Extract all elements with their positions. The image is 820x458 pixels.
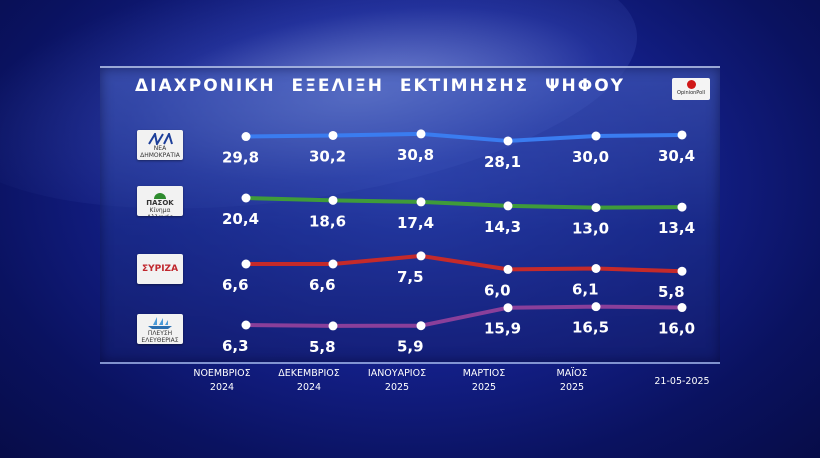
data-label-2-2: 7,5 [397, 268, 424, 286]
x-tick-label-1-1: 2024 [297, 382, 321, 393]
data-point-0-5 [677, 130, 687, 140]
data-point-0-2 [416, 129, 426, 139]
x-tick-label-4-0: ΜΑΪΟΣ [557, 368, 588, 379]
plefsi-logo-subtitle: ΠΛΕΥΣΗ ΕΛΕΥΘΕΡΙΑΣ [141, 330, 179, 344]
x-tick-label-5-0: 21-05-2025 [654, 376, 709, 387]
data-point-1-2 [416, 197, 426, 207]
data-label-3-3: 15,9 [484, 320, 521, 338]
data-label-0-0: 29,8 [222, 149, 259, 167]
data-point-3-4 [591, 302, 601, 312]
x-tick-label-3-1: 2025 [472, 382, 496, 393]
x-tick-label-3-0: ΜΑΡΤΙΟΣ [463, 368, 506, 379]
data-label-3-4: 16,5 [572, 319, 609, 337]
opinionpoll-logo-text: OpinionPoll [677, 90, 705, 96]
data-label-0-5: 30,4 [658, 147, 695, 165]
data-point-0-4 [591, 131, 601, 141]
series-line-3 [245, 304, 683, 328]
x-tick-label-0-0: ΝΟΕΜΒΡΙΟΣ [193, 368, 250, 379]
data-point-3-0 [241, 320, 251, 330]
data-label-3-2: 5,9 [397, 338, 424, 356]
x-tick-label-2-1: 2025 [385, 382, 409, 393]
nd-logo-subtitle: ΝΕΑ ΔΗΜΟΚΡΑΤΙΑ [140, 145, 180, 159]
syriza-logo-name: ΣΥΡΙΖΑ [141, 264, 179, 274]
data-label-3-0: 6,3 [222, 337, 249, 355]
data-label-3-5: 16,0 [658, 320, 695, 338]
data-label-2-0: 6,6 [222, 276, 249, 294]
data-label-0-4: 30,0 [572, 148, 609, 166]
chart-panel: ΔΙΑΧΡΟΝΙΚΗ ΕΞΕΛΙΞΗ ΕΚΤΙΜΗΣΗΣ ΨΗΦΟΥ Opini… [100, 66, 720, 364]
data-point-0-0 [241, 132, 251, 142]
data-label-2-4: 6,1 [572, 281, 599, 299]
data-label-0-3: 28,1 [484, 153, 521, 171]
data-point-0-1 [328, 130, 338, 140]
data-point-2-5 [677, 266, 687, 276]
data-point-1-4 [591, 203, 601, 213]
data-point-2-0 [241, 259, 251, 269]
data-point-3-1 [328, 321, 338, 331]
opinionpoll-logo: OpinionPoll [672, 78, 710, 100]
series-line-0 [245, 131, 683, 143]
chart-title: ΔΙΑΧΡΟΝΙΚΗ ΕΞΕΛΙΞΗ ΕΚΤΙΜΗΣΗΣ ΨΗΦΟΥ [135, 76, 625, 96]
data-label-3-1: 5,8 [309, 338, 336, 356]
data-point-3-3 [503, 303, 513, 313]
data-point-1-3 [503, 201, 513, 211]
nd-emblem-icon [148, 133, 173, 145]
data-label-1-1: 18,6 [309, 212, 346, 230]
x-tick-label-4-1: 2025 [560, 382, 584, 393]
data-point-3-2 [416, 321, 426, 331]
series-line-2 [246, 253, 683, 274]
data-point-0-3 [503, 136, 513, 146]
data-label-2-1: 6,6 [309, 276, 336, 294]
pasok-sun-icon [154, 193, 166, 199]
data-label-1-5: 13,4 [658, 219, 695, 237]
x-tick-label-0-1: 2024 [210, 382, 234, 393]
data-label-1-3: 14,3 [484, 218, 521, 236]
pasok-logo: ΠΑΣΟΚ Κίνημα Αλλαγής [137, 186, 183, 216]
data-point-1-5 [677, 202, 687, 212]
plefsi-logo: ΠΛΕΥΣΗ ΕΛΕΥΘΕΡΙΑΣ [137, 314, 183, 344]
x-tick-label-2-0: ΙΑΝΟΥΑΡΙΟΣ [368, 368, 426, 379]
data-label-2-3: 6,0 [484, 281, 511, 299]
data-point-3-5 [677, 303, 687, 313]
pasok-logo-name: ΠΑΣΟΚ [146, 199, 174, 207]
data-point-2-4 [591, 264, 601, 273]
data-label-2-5: 5,8 [658, 283, 685, 301]
data-label-1-4: 13,0 [572, 220, 609, 238]
series-line-1 [245, 196, 683, 210]
data-label-0-2: 30,8 [397, 146, 434, 164]
x-tick-label-1-0: ΔΕΚΕΜΒΡΙΟΣ [278, 368, 339, 379]
nd-logo: ΝΕΑ ΔΗΜΟΚΡΑΤΙΑ [137, 130, 183, 160]
data-point-2-2 [416, 251, 426, 261]
data-label-1-2: 17,4 [397, 214, 434, 232]
plefsi-ship-icon [148, 317, 172, 329]
data-point-1-0 [241, 193, 251, 203]
data-point-2-1 [328, 259, 338, 269]
opinionpoll-dot-icon [686, 80, 696, 89]
data-point-1-1 [328, 195, 338, 205]
pasok-logo-subtitle: Κίνημα Αλλαγής [147, 207, 173, 216]
data-point-2-3 [503, 264, 513, 274]
data-label-1-0: 20,4 [222, 210, 259, 228]
data-label-0-1: 30,2 [309, 147, 346, 165]
syriza-logo: ΣΥΡΙΖΑ [137, 254, 183, 284]
